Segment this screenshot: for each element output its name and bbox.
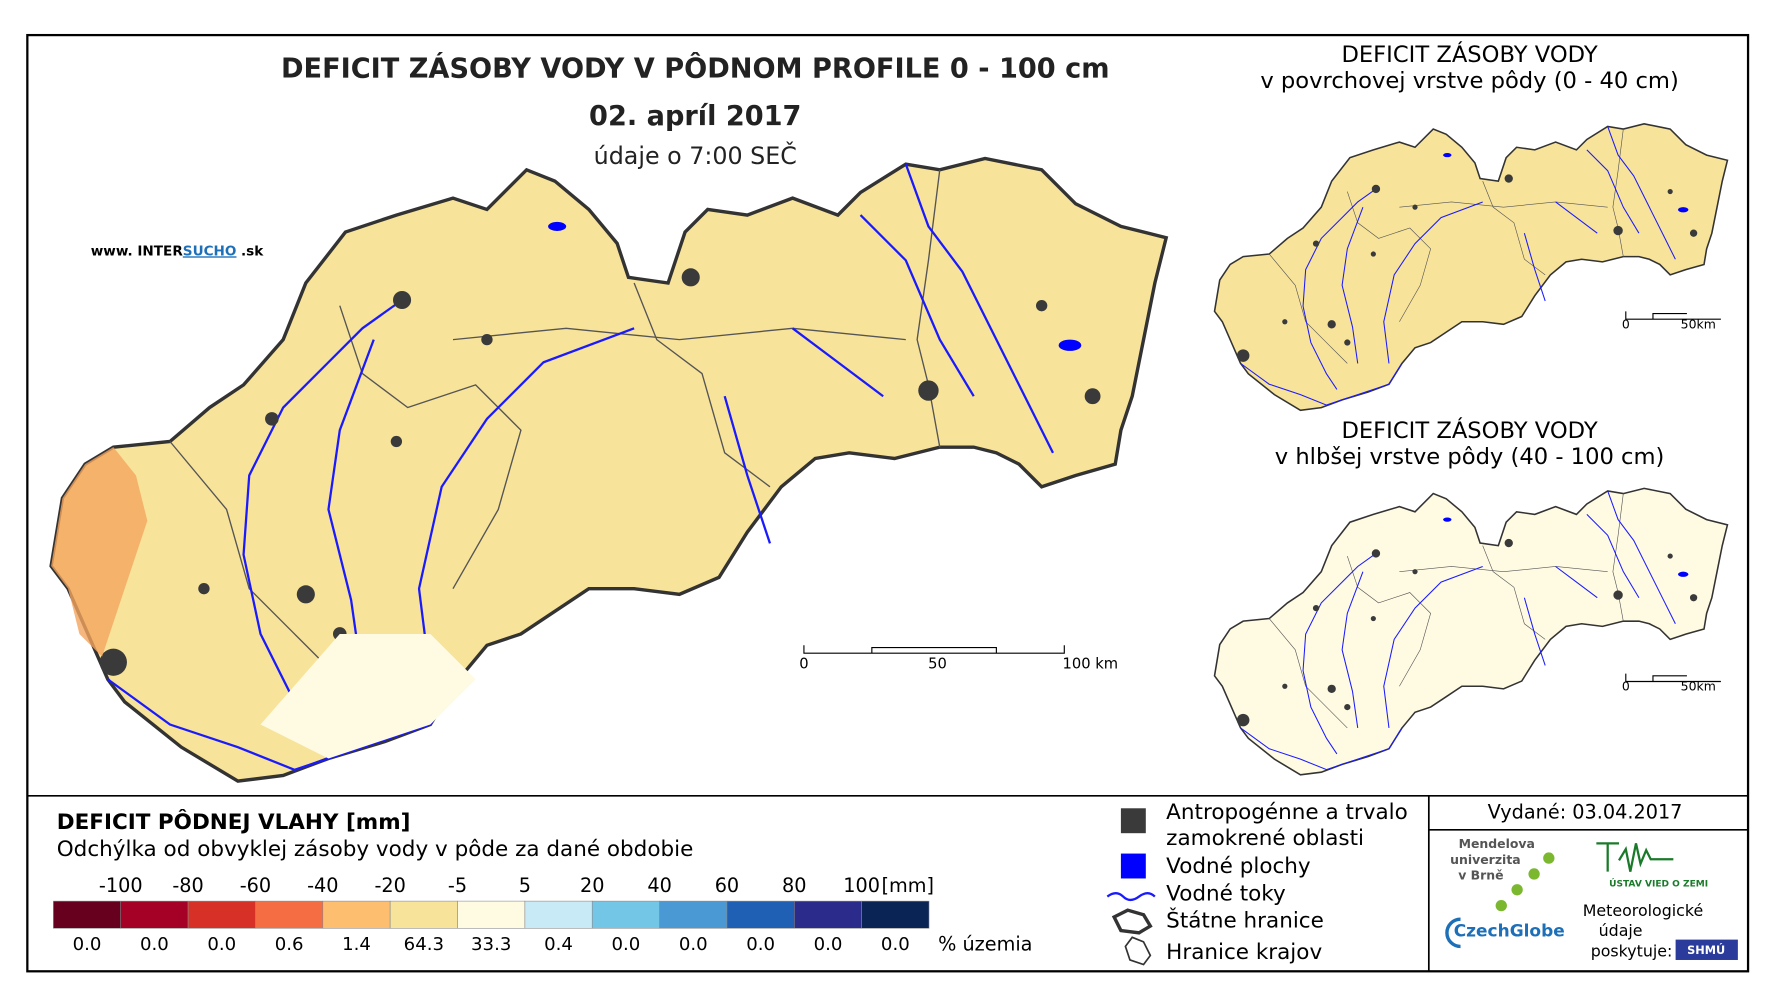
threshold-label: 20 — [580, 874, 604, 897]
logo-text: SHMÚ — [1687, 943, 1725, 957]
logo-text: ÚSTAV VIED O ZEMI — [1609, 878, 1708, 890]
legend-item: Vodné plochy — [1166, 854, 1311, 879]
logo-text: Mendelova — [1459, 836, 1535, 851]
issued: Vydané: 03.04.2017 — [1488, 800, 1683, 823]
inset-subtitle: v hlbšej vrstve pôdy (40 - 100 cm) — [1275, 444, 1665, 470]
uvz-mark — [1596, 842, 1674, 872]
color-class — [457, 900, 526, 929]
shmu-logo — [1675, 939, 1738, 960]
legend-subtitle: Odchýlka od obvyklej zásoby vody v pôde … — [57, 837, 694, 862]
scale-label: 50km — [1681, 679, 1716, 694]
inset-title: DEFICIT ZÁSOBY VODY — [1341, 416, 1597, 444]
threshold-label: 40 — [647, 874, 671, 897]
threshold-label: -80 — [172, 874, 203, 897]
water-swatch — [1120, 853, 1146, 879]
logo-text: univerzita — [1450, 852, 1520, 867]
deficit-area — [51, 447, 148, 657]
website: www. INTERSUCHO .sk — [91, 243, 265, 259]
threshold-label: 60 — [715, 874, 739, 897]
class-share: 0.0 — [140, 934, 169, 955]
threshold-label: 100 — [843, 874, 880, 897]
scale-bar-line — [803, 645, 1065, 654]
date: 02. apríl 2017 — [589, 101, 801, 132]
threshold-label: -20 — [374, 874, 405, 897]
color-class — [659, 900, 728, 929]
class-share: 0.0 — [73, 934, 102, 955]
logo-text: v Brně — [1458, 868, 1503, 883]
website-part: www. INTER — [91, 243, 184, 259]
legend-item: Antropogénne a trvalo — [1166, 800, 1408, 825]
mendel-dots — [1495, 852, 1555, 912]
color-class — [591, 900, 660, 929]
scale-label: 50km — [1681, 316, 1716, 331]
class-share: 0.0 — [881, 934, 910, 955]
unit-label: [mm] — [881, 874, 933, 897]
color-class — [255, 900, 324, 929]
color-class — [187, 900, 256, 929]
website-part: SUCHO — [183, 243, 237, 259]
color-class — [726, 900, 795, 929]
inset-scale — [1625, 311, 1721, 320]
class-share: 0.4 — [544, 934, 573, 955]
legend-item: Vodné toky — [1166, 881, 1286, 906]
class-share: 0.0 — [612, 934, 641, 955]
provider-text: poskytuje: — [1591, 942, 1673, 961]
provider-text: údaje — [1599, 921, 1643, 940]
border-swatch — [1111, 908, 1153, 935]
color-class — [794, 900, 862, 929]
legend-title: DEFICIT PÔDNEJ VLAHY [mm] — [57, 809, 411, 835]
provider-text: Meteorologické — [1583, 901, 1703, 920]
class-share: 0.6 — [275, 934, 304, 955]
class-share: 0.0 — [679, 934, 708, 955]
color-class — [53, 900, 122, 929]
czechglobe-mark — [1445, 917, 1461, 949]
color-class — [861, 900, 930, 929]
class-share: 0.0 — [207, 934, 236, 955]
threshold-label: -60 — [240, 874, 271, 897]
threshold-label: -100 — [99, 874, 143, 897]
inset-subtitle: v povrchovej vrstve pôdy (0 - 40 cm) — [1260, 68, 1678, 94]
threshold-label: -40 — [307, 874, 338, 897]
scale-label: 0 — [799, 656, 808, 673]
share-unit: % územia — [938, 933, 1032, 956]
color-class — [322, 900, 391, 929]
class-share: 0.0 — [814, 934, 843, 955]
scale-label: 100 km — [1063, 656, 1119, 673]
scale-bar: 0 50 100 km — [799, 645, 1119, 673]
river-swatch — [1106, 892, 1156, 902]
website-part: .sk — [241, 243, 264, 259]
legend-item: Hranice krajov — [1166, 940, 1322, 965]
inset-scale — [1625, 673, 1721, 683]
threshold-label: 5 — [519, 874, 531, 897]
color-class — [524, 900, 593, 929]
color-class — [389, 900, 458, 929]
scale-label: 0 — [1622, 679, 1630, 694]
color-scale: 0.0 0.0 0.0 0.6 1.4 64.3 33.3 0.4 0.0 0.0 0.0 0.0 0.… — [53, 874, 1032, 956]
time: údaje o 7:00 SEČ — [594, 142, 797, 170]
scale-label: 0 — [1622, 316, 1630, 331]
color-class — [120, 900, 189, 929]
threshold-label: 80 — [782, 874, 806, 897]
class-share: 1.4 — [342, 934, 371, 955]
region-swatch — [1124, 936, 1152, 966]
inset-title: DEFICIT ZÁSOBY VODY — [1341, 40, 1597, 68]
urban-swatch — [1120, 808, 1146, 834]
legend-item: zamokrené oblasti — [1166, 826, 1364, 851]
logo-text: CzechGlobe — [1454, 922, 1565, 942]
threshold-label: -5 — [448, 874, 467, 897]
title: DEFICIT ZÁSOBY VODY V PÔDNOM PROFILE 0 -… — [281, 53, 1110, 85]
scale-label: 50 — [928, 656, 947, 673]
class-share: 64.3 — [404, 934, 444, 955]
legend-item: Štátne hranice — [1166, 907, 1324, 933]
class-share: 0.0 — [746, 934, 775, 955]
class-share: 33.3 — [471, 934, 511, 955]
